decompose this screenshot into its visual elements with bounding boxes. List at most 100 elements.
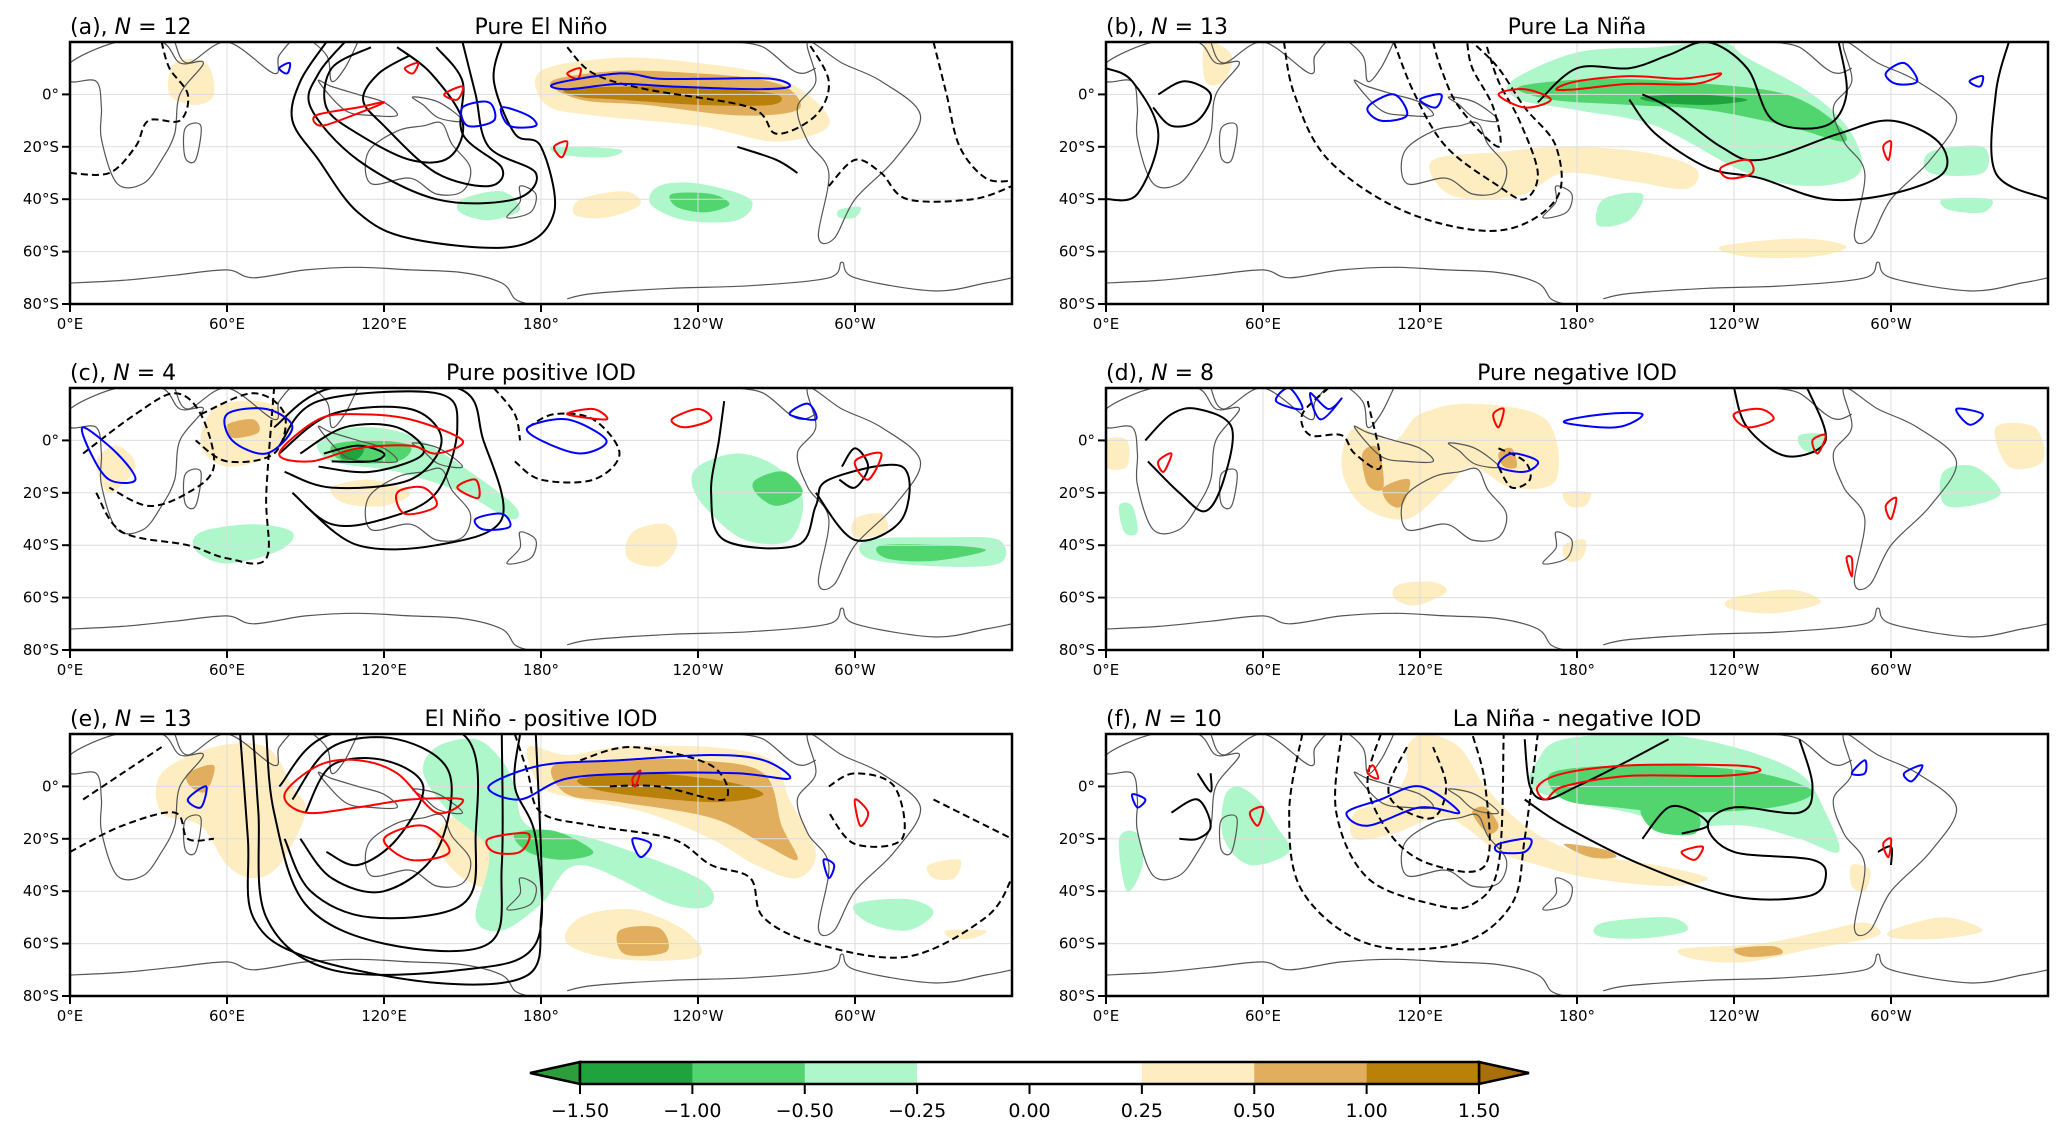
coastline-madagascar xyxy=(1218,814,1238,856)
red-contour xyxy=(1492,407,1505,429)
y-tick-label: 60°S xyxy=(1059,589,1095,607)
negative-contour xyxy=(828,158,1012,203)
colorbar-segment xyxy=(580,1062,693,1084)
positive-contour xyxy=(323,444,386,463)
blue-contour xyxy=(822,858,836,880)
x-tick-label: 0°E xyxy=(1093,661,1120,679)
map-area xyxy=(70,388,1012,650)
coastline-antarctica2 xyxy=(567,953,1012,992)
x-tick-label: 120°E xyxy=(361,1007,407,1025)
coastline-southamerica xyxy=(796,42,922,245)
coastline-newguinea xyxy=(411,96,464,123)
blue-contour xyxy=(1493,837,1533,855)
red-contour xyxy=(278,413,464,463)
red-contour xyxy=(312,101,386,127)
red-contour xyxy=(456,478,481,500)
map-area xyxy=(1106,388,2048,650)
blue-contour xyxy=(1130,793,1147,809)
blue-contour xyxy=(1968,74,1985,88)
x-tick-label: 0°E xyxy=(1093,315,1120,333)
coastline-nz xyxy=(506,185,537,219)
x-tick-label: 60°W xyxy=(1870,1007,1912,1025)
y-tick-label: 80°S xyxy=(1059,295,1095,313)
x-tick-label: 180° xyxy=(1559,1007,1595,1025)
panel-label: (b), N = 13 xyxy=(1106,15,1228,40)
y-tick-label: 0° xyxy=(42,777,59,795)
coastline-southamerica xyxy=(796,388,922,591)
anomaly-shading xyxy=(186,764,215,793)
blue-contour xyxy=(1884,61,1919,86)
red-contour xyxy=(566,407,609,421)
coastline-nz xyxy=(506,531,537,565)
coastline-africa xyxy=(1106,734,1241,881)
positive-contour xyxy=(736,145,798,174)
y-tick-label: 40°S xyxy=(1059,882,1095,900)
blue-contour xyxy=(1850,759,1868,776)
x-tick-label: 60°W xyxy=(834,1007,876,1025)
coastline-americaN xyxy=(1773,734,1853,767)
y-tick-label: 40°S xyxy=(23,882,59,900)
anomaly-shading xyxy=(1429,146,1699,200)
anomaly-shading xyxy=(1718,238,1847,259)
colorbar-segment xyxy=(804,1062,918,1084)
positive-contour xyxy=(278,734,480,920)
red-contour xyxy=(443,85,465,101)
coastline-asia xyxy=(174,734,359,775)
negative-contour xyxy=(82,746,163,801)
colorbar-tick-label: −1.50 xyxy=(551,1100,609,1122)
negative-contour xyxy=(933,798,1012,840)
blue-contour xyxy=(223,407,294,455)
negative-contour xyxy=(827,772,906,848)
positive-contour xyxy=(1170,798,1212,841)
negative-contour xyxy=(194,392,287,464)
x-tick-label: 180° xyxy=(1559,661,1595,679)
panel-title: La Niña - negative IOD xyxy=(1453,707,1702,732)
red-contour xyxy=(382,824,451,862)
red-contour xyxy=(1719,158,1755,180)
blue-contour xyxy=(1366,93,1409,122)
x-tick-label: 120°W xyxy=(673,315,724,333)
coastline-australia xyxy=(364,121,472,196)
coastline-antarctica xyxy=(70,958,529,996)
positive-contour xyxy=(1524,738,1828,901)
y-tick-label: 80°S xyxy=(1059,641,1095,659)
coastline-antarctica2 xyxy=(1603,953,2048,992)
negative-contour xyxy=(1387,746,1448,820)
positive-contour xyxy=(1990,42,2048,201)
panel-label: (e), N = 13 xyxy=(70,707,192,732)
anomaly-shading xyxy=(513,829,594,860)
y-tick-label: 0° xyxy=(42,85,59,103)
panel-label: (f), N = 10 xyxy=(1106,707,1222,732)
coastline-americaN xyxy=(1773,388,1853,421)
x-tick-label: 60°W xyxy=(834,661,876,679)
coastline-americaN xyxy=(737,734,817,767)
coastline-nz xyxy=(506,877,537,911)
negative-contour xyxy=(1334,734,1505,910)
negative-contour xyxy=(493,388,522,441)
red-contour xyxy=(1732,407,1775,429)
coastline-asia xyxy=(1210,734,1395,775)
x-tick-label: 60°W xyxy=(1870,661,1912,679)
positive-contour xyxy=(323,46,465,164)
red-contour xyxy=(1248,805,1265,827)
colorbar-segment xyxy=(1366,1062,1480,1084)
anomaly-shading xyxy=(563,86,782,106)
coastline-antarctica xyxy=(1106,958,1565,996)
red-contour xyxy=(403,61,420,75)
positive-contour xyxy=(1641,804,1710,840)
positive-contour xyxy=(1628,93,1949,202)
negative-contour xyxy=(70,811,214,853)
negative-contour xyxy=(95,388,276,565)
red-contour xyxy=(1680,845,1705,861)
red-contour xyxy=(1811,433,1827,455)
y-tick-label: 60°S xyxy=(23,589,59,607)
anomaly-shading xyxy=(1940,197,1993,213)
coastline-antarctica2 xyxy=(1603,261,2048,300)
coastline-australia xyxy=(1400,467,1508,542)
x-tick-label: 180° xyxy=(523,315,559,333)
colorbar-tick-label: 0.00 xyxy=(1008,1100,1050,1122)
anomaly-shading xyxy=(1724,589,1821,614)
red-contour xyxy=(1366,764,1380,780)
anomaly-shading xyxy=(1640,806,1701,836)
